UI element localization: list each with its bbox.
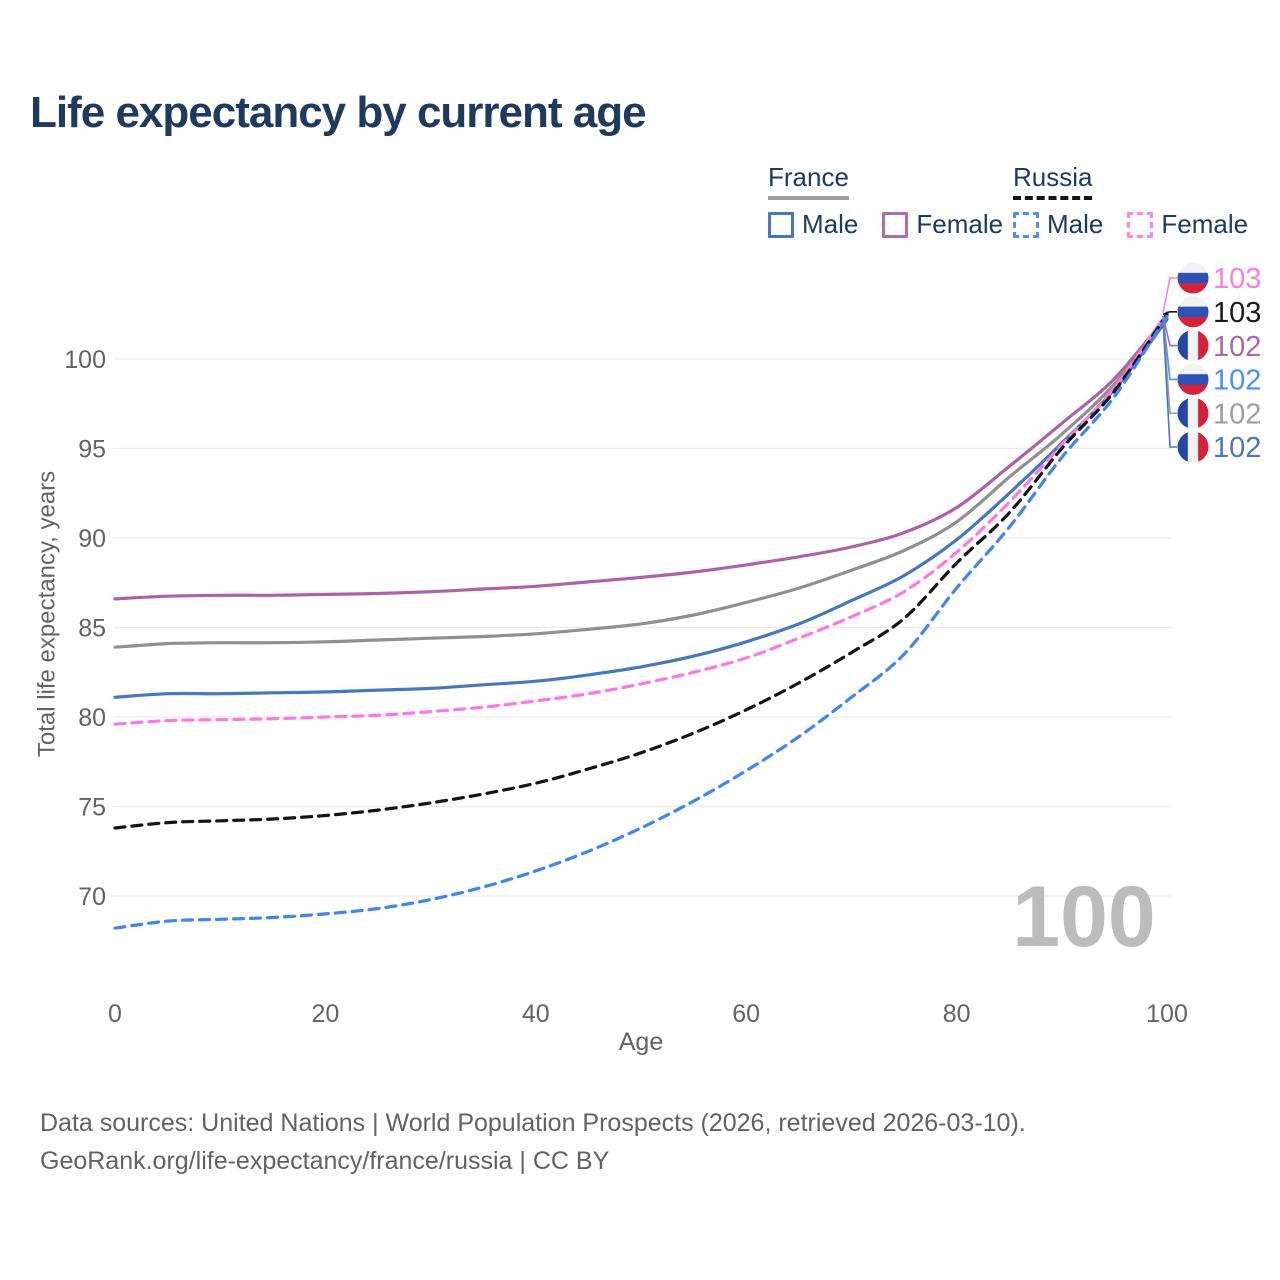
- legend-item-russia-female[interactable]: Female: [1127, 209, 1248, 240]
- end-value-label[interactable]: 102: [1213, 432, 1261, 464]
- end-value-label[interactable]: 102: [1213, 331, 1261, 363]
- legend-item-russia-male[interactable]: Male: [1013, 209, 1103, 240]
- end-value-label[interactable]: 102: [1213, 398, 1261, 430]
- russia-flag-icon: [1177, 262, 1209, 294]
- end-label-leader: [1162, 315, 1177, 381]
- series-line-russia-female[interactable]: [113, 310, 1169, 726]
- france-female-swatch-icon: [882, 211, 909, 238]
- page-title: Life expectancy by current age: [30, 88, 647, 137]
- legend-label-russia-female: Female: [1161, 209, 1249, 239]
- end-value-label[interactable]: 103: [1213, 263, 1261, 295]
- x-tick-label: 80: [943, 1000, 971, 1028]
- x-axis-title: Age: [619, 1028, 663, 1056]
- russia-male-swatch-icon: [1013, 211, 1039, 238]
- series-line-france-female[interactable]: [113, 314, 1169, 601]
- end-label-leader: [1162, 311, 1177, 316]
- y-axis-title: Total life expectancy, years: [33, 471, 60, 757]
- series-line-france-male[interactable]: [113, 318, 1169, 699]
- end-label-leader: [1162, 319, 1177, 448]
- age-watermark: 100: [1012, 869, 1156, 965]
- legend-label-russia-male: Male: [1047, 209, 1104, 239]
- russia-flag-icon: [1177, 296, 1209, 328]
- legend-country-russia[interactable]: Russia: [1013, 162, 1093, 200]
- legend-country-france[interactable]: France: [768, 162, 849, 200]
- series-line-france-all[interactable]: [113, 316, 1169, 649]
- footer: Data sources: United Nations | World Pop…: [40, 1104, 1026, 1180]
- x-tick-label: 20: [311, 1000, 339, 1028]
- russia-female-swatch-icon: [1127, 211, 1154, 238]
- legend-item-france-male[interactable]: Male: [768, 209, 858, 240]
- france-flag-icon: [1177, 330, 1209, 362]
- footer-sources: Data sources: United Nations | World Pop…: [40, 1109, 1026, 1137]
- russia-flag-icon: [1177, 363, 1209, 395]
- y-tick-label: 100: [64, 346, 106, 374]
- legend-label-france-female: Female: [916, 209, 1004, 239]
- legend-label-france-male: Male: [802, 209, 859, 239]
- legend-item-france-female[interactable]: Female: [882, 209, 1003, 240]
- y-tick-label: 70: [78, 883, 106, 911]
- x-tick-label: 40: [522, 1000, 550, 1028]
- x-tick-label: 60: [732, 1000, 760, 1028]
- france-flag-icon: [1177, 431, 1209, 463]
- y-tick-label: 95: [78, 435, 106, 463]
- france-male-swatch-icon: [768, 211, 794, 238]
- footer-attribution: GeoRank.org/life-expectancy/france/russi…: [40, 1147, 610, 1175]
- x-tick-label: 100: [1146, 1000, 1188, 1028]
- end-value-label[interactable]: 102: [1213, 365, 1261, 397]
- legend-group-russia: Russia Male Female: [1013, 162, 1248, 240]
- end-label-leader: [1162, 315, 1177, 347]
- x-tick-label: 0: [108, 1000, 122, 1028]
- y-tick-label: 75: [78, 793, 106, 821]
- end-value-label[interactable]: 103: [1213, 297, 1261, 329]
- y-tick-label: 85: [78, 614, 106, 642]
- series-line-russia-male[interactable]: [113, 314, 1169, 930]
- france-flag-icon: [1177, 397, 1209, 429]
- y-tick-label: 90: [78, 525, 106, 553]
- end-label-leader: [1162, 277, 1177, 313]
- legend-group-france: France Male Female: [768, 162, 1003, 240]
- legend-row-russia: Male Female: [1013, 209, 1248, 240]
- legend-row-france: Male Female: [768, 209, 1003, 240]
- y-tick-label: 80: [78, 704, 106, 732]
- series-line-russia-all[interactable]: [113, 312, 1169, 830]
